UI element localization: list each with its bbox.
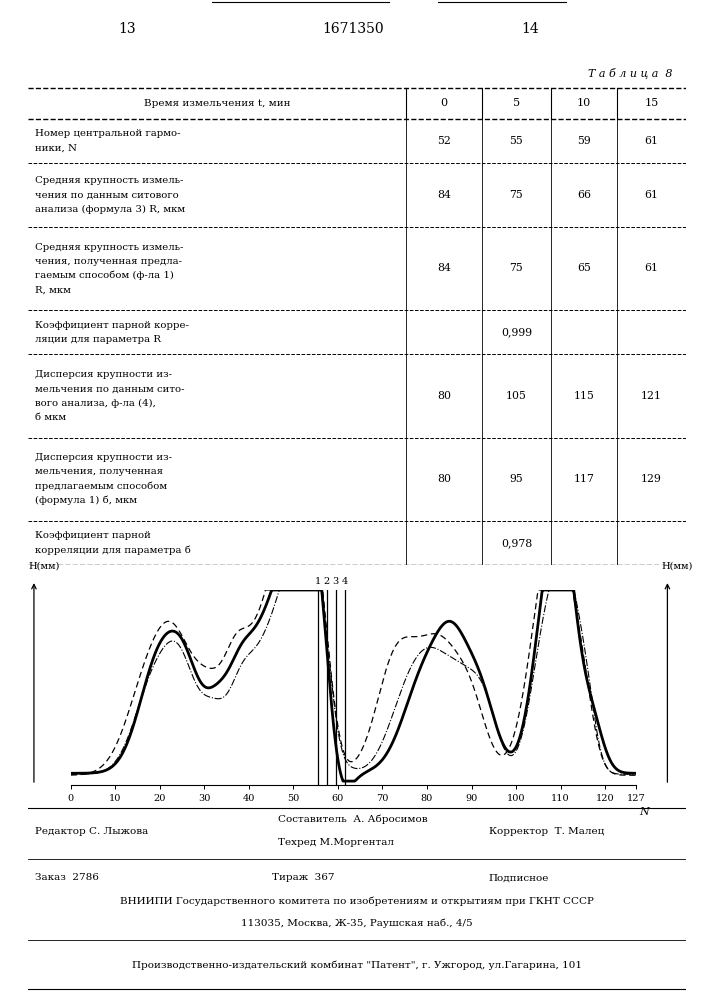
Text: Коэффициент парной корре-: Коэффициент парной корре- (35, 321, 189, 330)
Text: гаемым способом (ф-ла 1): гаемым способом (ф-ла 1) (35, 271, 174, 280)
Text: вого анализа, ф-ла (4),: вого анализа, ф-ла (4), (35, 399, 156, 408)
Text: 121: 121 (641, 391, 662, 401)
Text: 113035, Москва, Ж-35, Раушская наб., 4/5: 113035, Москва, Ж-35, Раушская наб., 4/5 (241, 918, 473, 928)
Text: 4: 4 (341, 577, 348, 586)
Text: 10: 10 (577, 98, 591, 108)
Text: Тираж  367: Тираж 367 (271, 874, 334, 882)
Text: 52: 52 (437, 136, 451, 146)
Text: 66: 66 (577, 190, 591, 200)
Text: чения, полученная предла-: чения, полученная предла- (35, 257, 182, 266)
Text: 3: 3 (332, 577, 339, 586)
Text: 1: 1 (315, 577, 321, 586)
Text: чения по данным ситового: чения по данным ситового (35, 191, 179, 200)
Text: Т а б л и ц а  8: Т а б л и ц а 8 (588, 68, 672, 79)
Text: мельчения по данным сито-: мельчения по данным сито- (35, 384, 185, 393)
Text: 117: 117 (573, 474, 595, 484)
Text: Производственно-издательский комбинат "Патент", г. Ужгород, ул.Гагарина, 101: Производственно-издательский комбинат "П… (132, 961, 582, 970)
Text: 61: 61 (644, 190, 658, 200)
Text: 105: 105 (506, 391, 527, 401)
Text: 115: 115 (573, 391, 595, 401)
Text: H(мм): H(мм) (28, 561, 59, 570)
Text: Корректор  Т. Малец: Корректор Т. Малец (489, 827, 604, 836)
Text: 129: 129 (641, 474, 662, 484)
Text: R, мкм: R, мкм (35, 285, 71, 294)
Text: 14: 14 (521, 22, 539, 36)
Text: Подписное: Подписное (489, 874, 549, 882)
Text: 80: 80 (437, 474, 451, 484)
Text: 80: 80 (437, 391, 451, 401)
Text: 1671350: 1671350 (322, 22, 385, 36)
Text: 61: 61 (644, 136, 658, 146)
Text: 2: 2 (324, 577, 330, 586)
Text: 65: 65 (577, 263, 591, 273)
Text: 0: 0 (440, 98, 448, 108)
Text: 75: 75 (510, 190, 523, 200)
Text: H(мм): H(мм) (662, 561, 693, 570)
Text: Дисперсия крупности из-: Дисперсия крупности из- (35, 453, 172, 462)
Text: 13: 13 (119, 22, 136, 36)
Text: Дисперсия крупности из-: Дисперсия крупности из- (35, 370, 172, 379)
Text: N: N (639, 807, 649, 817)
Text: ВНИИПИ Государственного комитета по изобретениям и открытиям при ГКНТ СССР: ВНИИПИ Государственного комитета по изоб… (120, 897, 594, 906)
Text: Коэффициент парной: Коэффициент парной (35, 531, 151, 540)
Text: Время измельчения t, мин: Время измельчения t, мин (144, 99, 291, 108)
Text: Редактор С. Лыжова: Редактор С. Лыжова (35, 827, 148, 836)
Text: 75: 75 (510, 263, 523, 273)
Text: ники, N: ники, N (35, 144, 77, 153)
Text: корреляции для параметра б: корреляции для параметра б (35, 545, 191, 555)
Text: б мкм: б мкм (35, 413, 66, 422)
Text: 55: 55 (510, 136, 523, 146)
Text: 59: 59 (577, 136, 591, 146)
Text: анализа (формула 3) R, мкм: анализа (формула 3) R, мкм (35, 205, 185, 214)
Text: 95: 95 (510, 474, 523, 484)
Text: (формула 1) б, мкм: (формула 1) б, мкм (35, 496, 137, 505)
Text: Заказ  2786: Заказ 2786 (35, 874, 99, 882)
Text: мельчения, полученная: мельчения, полученная (35, 467, 163, 476)
Text: Составитель  А. Абросимов: Составитель А. Абросимов (278, 815, 428, 824)
Text: Средняя крупность измель-: Средняя крупность измель- (35, 176, 183, 185)
Text: ляции для параметра R: ляции для параметра R (35, 335, 161, 344)
Text: Номер центральной гармо-: Номер центральной гармо- (35, 129, 180, 138)
Text: Техред М.Моргентал: Техред М.Моргентал (278, 838, 394, 847)
Text: 0,999: 0,999 (501, 327, 532, 337)
Text: 84: 84 (437, 263, 451, 273)
Text: 0,978: 0,978 (501, 538, 532, 548)
Text: 61: 61 (644, 263, 658, 273)
Text: 84: 84 (437, 190, 451, 200)
Text: 15: 15 (644, 98, 658, 108)
Text: 5: 5 (513, 98, 520, 108)
Text: Средняя крупность измель-: Средняя крупность измель- (35, 243, 183, 252)
Text: предлагаемым способом: предлагаемым способом (35, 481, 167, 491)
